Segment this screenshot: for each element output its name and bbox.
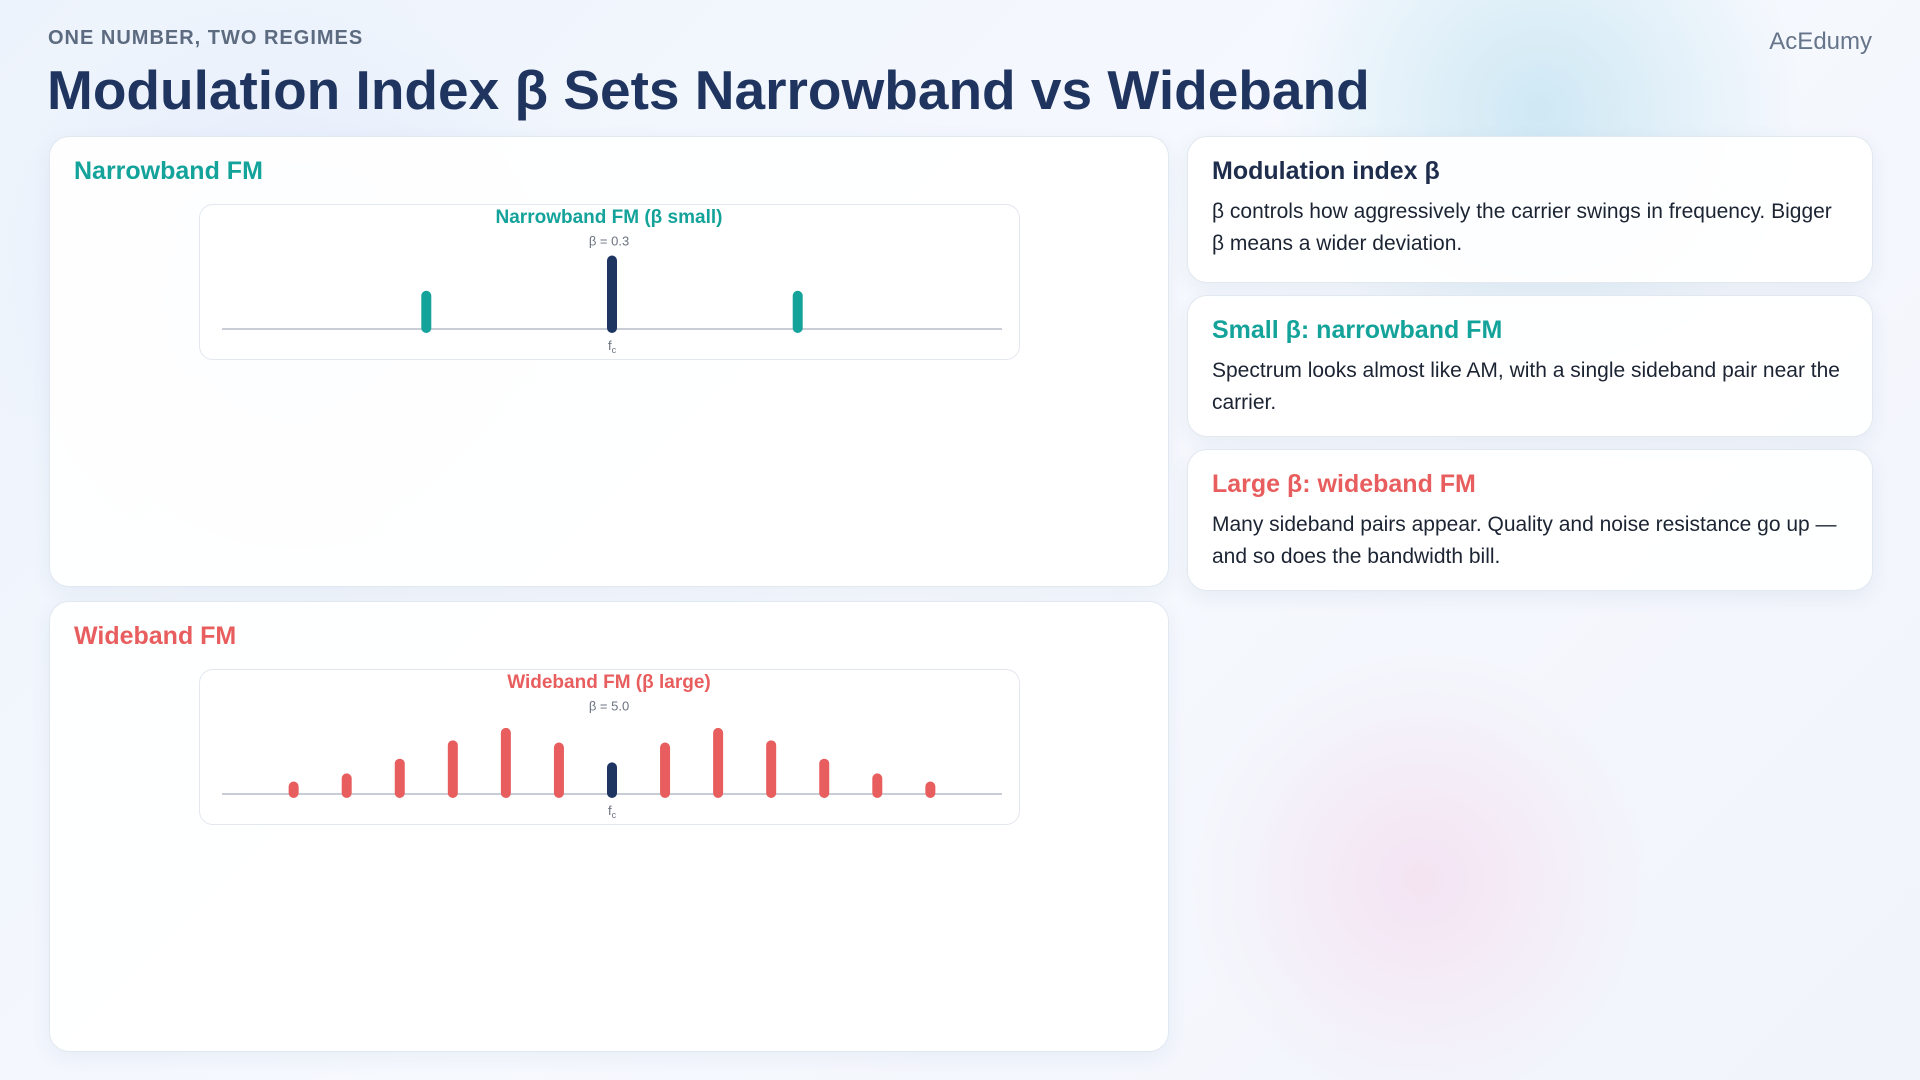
card-title: Small β: narrowband FM xyxy=(1212,316,1503,344)
spectral-line xyxy=(607,255,617,333)
spectral-line xyxy=(607,762,617,798)
spectral-line xyxy=(872,773,883,798)
card-body: Spectrum looks almost like AM, with a si… xyxy=(1212,359,1840,414)
spectral-line xyxy=(394,758,405,798)
card: Large β: wideband FM Many sideband pairs… xyxy=(1187,449,1873,591)
chart-subtitle: β = 5.0 xyxy=(589,698,629,713)
chart-title: Narrowband FM (β small) xyxy=(496,207,723,228)
eyebrow: ONE NUMBER, TWO REGIMES xyxy=(48,27,364,49)
x-tick-label-subscript: c xyxy=(612,345,617,355)
spectral-line xyxy=(421,290,432,333)
spectral-line xyxy=(766,740,777,798)
card-title: Large β: wideband FM xyxy=(1212,470,1476,498)
x-tick-label: fc xyxy=(608,338,617,355)
card: Modulation index β β controls how aggres… xyxy=(1187,136,1873,283)
chart: Wideband FM (β large) β = 5.0 fc xyxy=(222,672,1002,820)
spectral-line xyxy=(288,781,299,798)
x-tick-label-main: f xyxy=(608,803,612,818)
chart-subtitle: β = 0.3 xyxy=(589,233,629,248)
spectral-line xyxy=(713,727,724,798)
card: Small β: narrowband FM Spectrum looks al… xyxy=(1187,295,1873,437)
panel: Wideband FM Wideband FM (β large) β = 5.0… xyxy=(49,601,1169,1052)
spectral-line xyxy=(500,727,511,798)
page-title: Modulation Index β Sets Narrowband vs Wi… xyxy=(47,59,1370,121)
x-tick-label-main: f xyxy=(608,338,612,353)
chart: Narrowband FM (β small) β = 0.3 fc xyxy=(222,207,1002,355)
spectral-line xyxy=(925,781,936,798)
card-body: β controls how aggressively the carrier … xyxy=(1212,200,1832,255)
panel: Narrowband FM Narrowband FM (β small) β =… xyxy=(49,136,1169,587)
spectral-line xyxy=(819,758,830,798)
chart-title: Wideband FM (β large) xyxy=(507,672,711,693)
spectral-line xyxy=(341,773,352,798)
brand: AcEdumy xyxy=(1769,28,1872,55)
card-title: Modulation index β xyxy=(1212,157,1440,185)
spectral-line xyxy=(553,742,564,798)
card-body: Many sideband pairs appear. Quality and … xyxy=(1212,513,1837,568)
spectral-line xyxy=(660,742,671,798)
panel-heading: Narrowband FM xyxy=(74,157,263,185)
x-tick-label: fc xyxy=(608,803,617,820)
chart-box: Narrowband FM (β small) β = 0.3 fc xyxy=(199,204,1020,360)
x-tick-label-subscript: c xyxy=(612,810,617,820)
spectral-line xyxy=(792,290,803,333)
chart-box: Wideband FM (β large) β = 5.0 fc xyxy=(199,669,1020,825)
panel-heading: Wideband FM xyxy=(74,622,237,650)
spectral-line xyxy=(447,740,458,798)
